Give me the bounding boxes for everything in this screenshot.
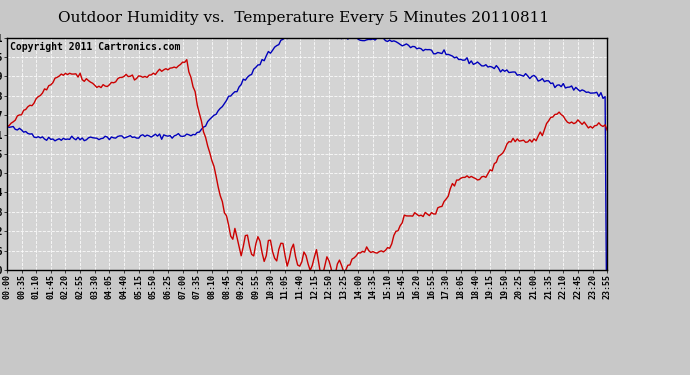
Text: Outdoor Humidity vs.  Temperature Every 5 Minutes 20110811: Outdoor Humidity vs. Temperature Every 5…	[58, 11, 549, 25]
Text: Copyright 2011 Cartronics.com: Copyright 2011 Cartronics.com	[10, 42, 180, 52]
